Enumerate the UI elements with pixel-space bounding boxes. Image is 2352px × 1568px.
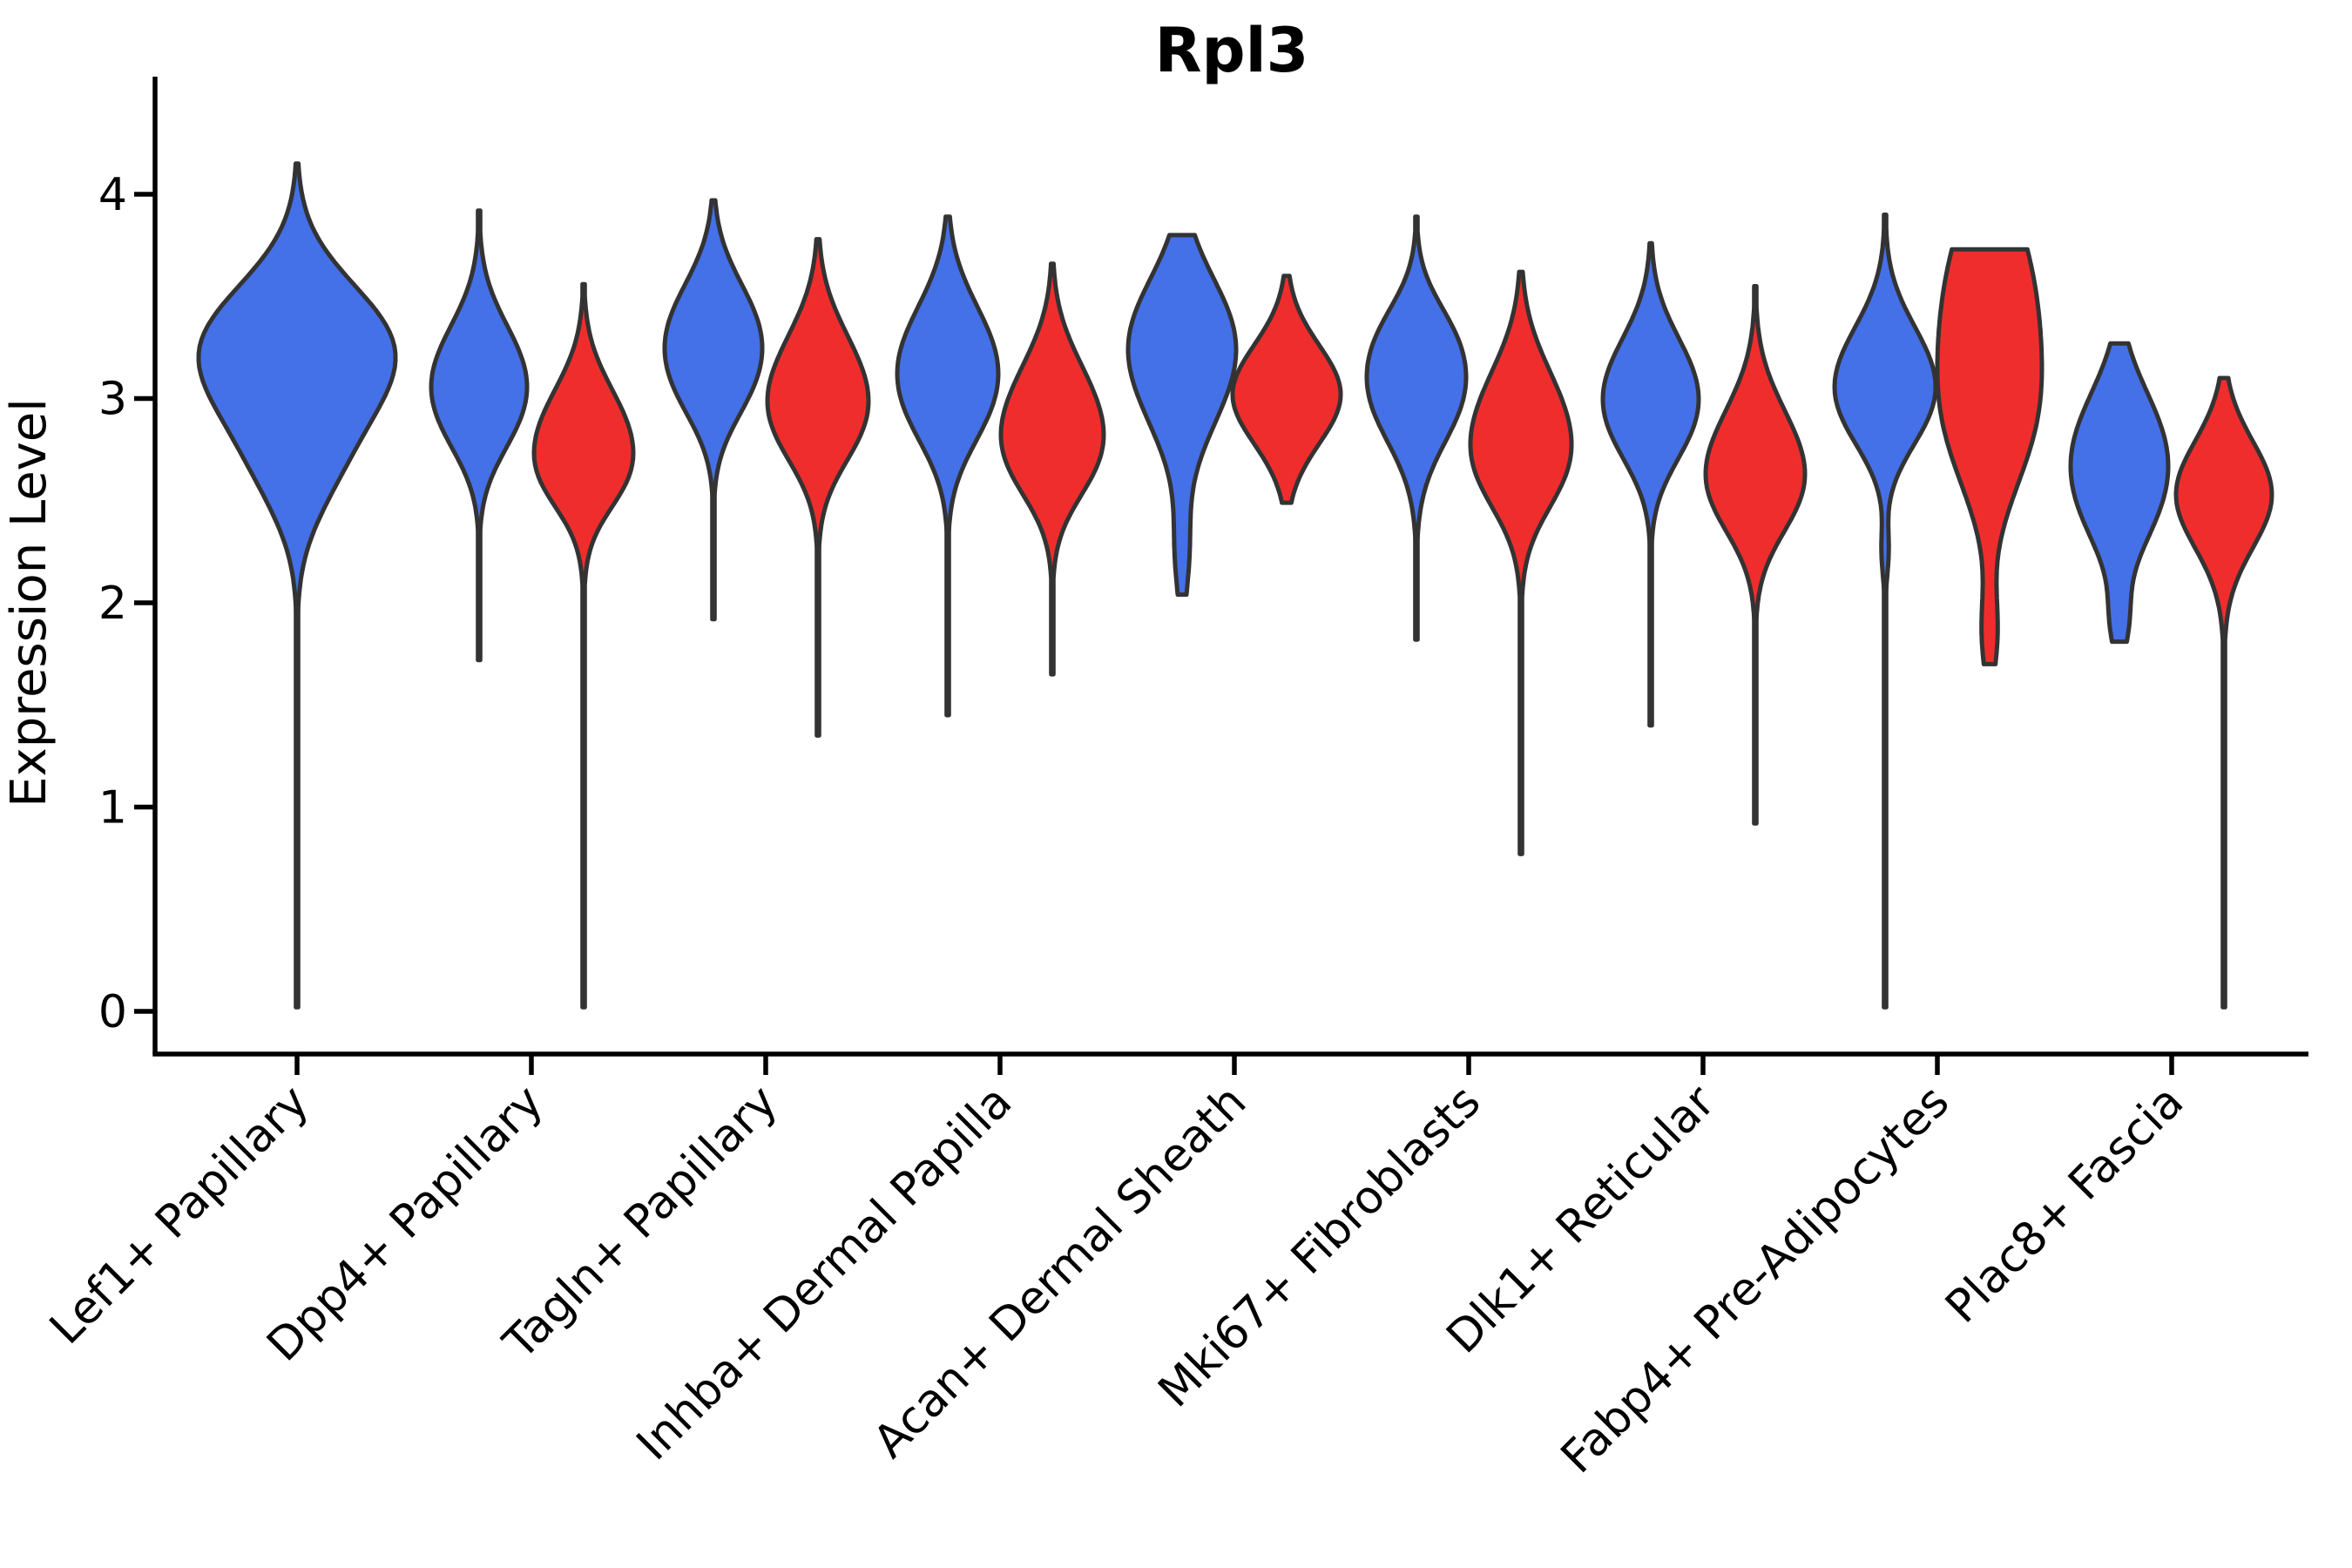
x-tick-label-acan-dermal-sheath: Acan+ Dermal Sheath <box>864 1076 1257 1469</box>
y-axis-label: Expression Level <box>1 398 57 808</box>
violin-tagln-papillary-red <box>765 237 871 738</box>
violin-acan-dermal-sheath-red <box>1230 274 1343 505</box>
violin-plac8-fascia-blue <box>2068 341 2171 645</box>
chart-title: Rpl3 <box>1155 15 1309 86</box>
violin-lef1-papillary-blue <box>196 161 398 1010</box>
x-tick-label-lef1-papillary: Lef1+ Papillary <box>40 1076 319 1355</box>
violin-plac8-fascia-red <box>2173 375 2274 1010</box>
violin-tagln-papillary-blue <box>662 198 765 622</box>
violin-inhba-dermal-papilla-red <box>998 261 1106 677</box>
y-tick-label: 3 <box>98 374 127 426</box>
violin-layer <box>196 161 2274 1010</box>
y-tick-label: 2 <box>98 578 127 630</box>
violin-mki67-fibroblasts-blue <box>1364 214 1469 642</box>
x-tick-label-plac8-fascia: Plac8+ Fascia <box>1936 1076 2193 1334</box>
violin-dlk1-reticular-red <box>1703 284 1808 826</box>
violin-mki67-fibroblasts-red <box>1468 269 1574 856</box>
violin-acan-dermal-sheath-blue <box>1125 233 1239 598</box>
violin-fabp4-pre-adipocytes-blue <box>1832 213 1938 1010</box>
y-tick-label: 4 <box>98 169 127 221</box>
x-tick-label-inhba-dermal-papilla: Inhba+ Dermal Papilla <box>627 1076 1022 1470</box>
violin-inhba-dermal-papilla-blue <box>895 214 1001 718</box>
violin-dpp4-papillary-blue <box>429 208 530 663</box>
violin-fabp4-pre-adipocytes-red <box>1935 247 2044 666</box>
y-tick-label: 1 <box>98 782 127 835</box>
violin-dpp4-papillary-red <box>531 281 636 1010</box>
violin-dlk1-reticular-blue <box>1600 240 1701 728</box>
axes-layer <box>134 77 2308 1075</box>
y-tick-label: 0 <box>98 986 127 1038</box>
x-tick-label-fabp4-pre-adipocytes: Fabp4+ Pre-Adipocytes <box>1551 1076 1959 1484</box>
